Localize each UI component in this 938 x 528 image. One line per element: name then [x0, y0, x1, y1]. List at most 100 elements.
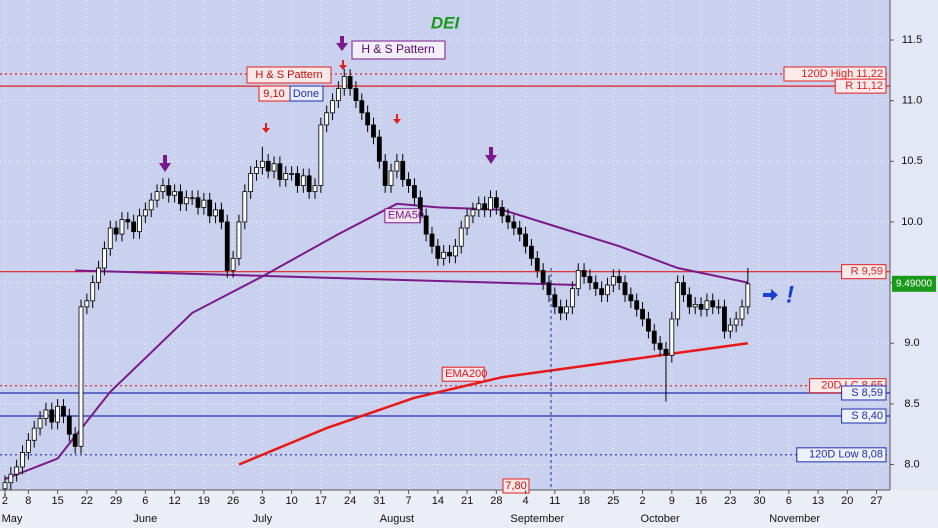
candle-body [213, 209, 218, 217]
candle-body [359, 100, 365, 114]
candle-body [90, 282, 96, 302]
y-tick-label: 9.0 [904, 337, 919, 349]
candle-body [412, 185, 417, 199]
candle-body [482, 203, 488, 211]
candle-body [289, 173, 294, 175]
x-tick-label: 7 [406, 495, 412, 507]
candle-body [569, 288, 575, 308]
x-tick-label: 26 [227, 495, 239, 507]
candle-body [558, 306, 564, 314]
candle-body [698, 304, 704, 310]
arrow [336, 36, 348, 51]
y-tick-label: 8.5 [904, 398, 919, 410]
candle-body [195, 197, 201, 208]
candle-body [25, 439, 31, 453]
level-label-box [796, 447, 887, 463]
candle-body [248, 173, 254, 193]
candle-body [31, 427, 37, 441]
candle-body [318, 124, 324, 186]
x-tick-label: 3 [259, 495, 265, 507]
month-label: July [253, 513, 273, 525]
candle-body [540, 270, 546, 283]
candle-body [499, 207, 505, 217]
candle-body [312, 185, 318, 193]
candle-body [587, 276, 593, 283]
candle-body [148, 199, 154, 211]
y-tick-label: 10.0 [901, 216, 922, 228]
candle-body [610, 276, 616, 286]
candle-body [435, 245, 441, 259]
candle-body [72, 433, 78, 447]
candle-body [517, 227, 523, 235]
candle-body [341, 76, 347, 89]
month-label: August [380, 513, 414, 525]
candle-body [154, 191, 160, 201]
candle-body [347, 76, 353, 89]
x-tick-label: 20 [841, 495, 853, 507]
month-label: May [2, 513, 23, 525]
candle-body [733, 318, 739, 326]
candle-body [581, 270, 587, 277]
candle-body [365, 112, 371, 126]
annotation: H & S Pattern [361, 42, 434, 56]
candle-body [96, 267, 101, 283]
annotation: 9,10 [263, 88, 284, 100]
candle-body [663, 348, 669, 356]
candle-body [283, 173, 289, 180]
x-tick-label: 25 [607, 495, 619, 507]
level-label: 120D High 11,22 [801, 68, 883, 80]
candle-body [66, 415, 72, 435]
level-label: 120D Low 8,08 [809, 449, 883, 461]
candle-body [722, 306, 727, 332]
x-tick-label: 13 [812, 495, 824, 507]
candle-body [371, 124, 376, 138]
series-label: EMA50 [388, 210, 424, 222]
level-label: S 8,40 [851, 410, 883, 422]
x-tick-label: 6 [786, 495, 792, 507]
annotation: Done [293, 88, 319, 100]
arrow [485, 147, 497, 164]
annotation-box [502, 478, 530, 494]
candle-body [523, 233, 528, 247]
candle-body [376, 136, 382, 162]
candle-body [452, 245, 458, 257]
candle-body [107, 227, 113, 250]
candle-body [353, 88, 359, 102]
annotation-box [384, 208, 421, 224]
candle-body [382, 160, 388, 186]
x-tick-label: 8 [25, 495, 31, 507]
candle-body [119, 219, 125, 235]
candle-body [142, 209, 148, 217]
candle-body [183, 197, 189, 205]
level-label: R 9,59 [851, 266, 883, 278]
level-label: S 8,59 [851, 387, 883, 399]
annotation-box [351, 40, 446, 60]
x-tick-label: 30 [753, 495, 765, 507]
x-tick-label: 9 [669, 495, 675, 507]
candle-body [505, 215, 511, 223]
candle-body [739, 306, 745, 320]
chart-title: DEI [431, 13, 461, 32]
x-tick-label: 15 [51, 495, 63, 507]
candle-body [43, 409, 49, 419]
candle-body [529, 245, 534, 259]
candle-body [400, 160, 406, 180]
candle-body [423, 215, 429, 235]
x-tick-label: 31 [373, 495, 385, 507]
x-tick-label: 17 [315, 495, 327, 507]
layer: EMA50 EMA200 [0, 0, 890, 497]
y-tick-label: 11.0 [902, 95, 923, 107]
candle-body [476, 203, 482, 211]
candle-body [394, 160, 400, 172]
candle-body [575, 270, 581, 290]
level-label-box [841, 408, 887, 424]
plot-background [0, 0, 890, 490]
x-tick-label: 2 [2, 495, 8, 507]
y-tick-label: 8.0 [904, 458, 919, 470]
x-tick-label: 23 [724, 495, 736, 507]
candle-body [78, 306, 84, 447]
candle-body [745, 283, 751, 308]
candle-body [493, 197, 499, 208]
candle-body [675, 282, 681, 320]
